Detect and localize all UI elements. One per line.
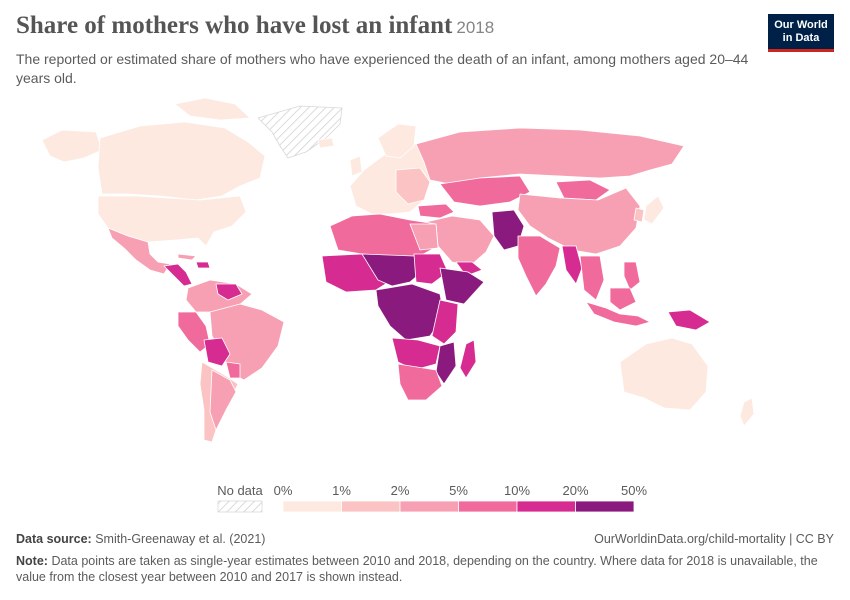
note-label: Note:	[16, 554, 48, 568]
legend-no-data-swatch	[217, 500, 263, 513]
color-legend: No data 0% 1% 2% 5% 10% 20% 50%	[217, 483, 647, 513]
chart-title: Share of mothers who have lost an infant…	[16, 10, 756, 44]
title-text: Share of mothers who have lost an infant	[16, 12, 453, 39]
legend-tick-6: 50%	[621, 483, 647, 498]
data-source: Data source: Smith-Greenaway et al. (202…	[16, 531, 265, 547]
chart-footer: Data source: Smith-Greenaway et al. (202…	[16, 531, 834, 585]
region-paraguay[interactable]	[225, 361, 241, 379]
owid-logo[interactable]: Our World in Data	[768, 14, 834, 52]
legend-tick-0: 0%	[274, 483, 293, 498]
region-borneo[interactable]	[609, 287, 637, 311]
region-greenland[interactable]	[257, 105, 343, 159]
region-egypt[interactable]	[409, 223, 439, 251]
region-venezuela[interactable]	[215, 283, 243, 301]
chart-note: Note: Data points are taken as single-ye…	[16, 553, 834, 585]
region-papua-new-guinea[interactable]	[667, 309, 711, 331]
chart-subtitle: The reported or estimated share of mothe…	[16, 51, 749, 86]
region-indochina[interactable]	[579, 255, 605, 301]
region-indonesia[interactable]	[585, 301, 651, 327]
region-cuba[interactable]	[177, 253, 197, 261]
logo-line-1: Our World	[774, 19, 828, 31]
legend-tick-3: 5%	[449, 483, 468, 498]
region-alaska[interactable]	[41, 129, 103, 163]
legend-bin-0[interactable]	[282, 500, 342, 513]
region-russia[interactable]	[415, 127, 685, 185]
region-iceland[interactable]	[317, 137, 335, 149]
region-central-america[interactable]	[163, 263, 193, 287]
region-eastern-europe[interactable]	[395, 167, 431, 205]
legend-bin-3[interactable]	[458, 500, 518, 513]
region-sudan[interactable]	[413, 253, 449, 285]
region-mongolia[interactable]	[555, 179, 611, 201]
region-arctic-islands[interactable]	[174, 97, 251, 121]
region-australia[interactable]	[619, 337, 709, 411]
region-middle-east[interactable]	[425, 215, 495, 267]
region-southern-africa[interactable]	[397, 363, 443, 401]
region-horn-of-africa[interactable]	[439, 267, 485, 305]
legend-bin-4[interactable]	[516, 500, 576, 513]
region-philippines[interactable]	[623, 261, 641, 291]
title-year: 2018	[456, 18, 495, 37]
region-canada[interactable]	[97, 121, 266, 201]
chart-header: Share of mothers who have lost an infant…	[16, 10, 756, 88]
region-haiti[interactable]	[195, 261, 211, 269]
region-uk[interactable]	[349, 155, 363, 177]
region-argentina[interactable]	[209, 369, 237, 431]
legend-tick-1: 1%	[332, 483, 351, 498]
region-angola-zambia[interactable]	[391, 337, 441, 371]
region-peru[interactable]	[177, 311, 211, 353]
region-mozambique[interactable]	[435, 341, 457, 385]
region-madagascar[interactable]	[459, 339, 477, 379]
region-japan[interactable]	[643, 195, 665, 225]
legend-tick-4: 10%	[504, 483, 530, 498]
region-korea[interactable]	[633, 207, 645, 223]
note-text: Data points are taken as single-year est…	[16, 554, 818, 584]
legend-tick-5: 20%	[562, 483, 588, 498]
region-myanmar[interactable]	[561, 245, 583, 285]
region-new-zealand[interactable]	[739, 397, 755, 427]
source-label: Data source:	[16, 532, 92, 546]
legend-bin-1[interactable]	[341, 500, 401, 513]
region-east-africa[interactable]	[431, 299, 459, 345]
legend-bin-5[interactable]	[575, 500, 635, 513]
region-turkey[interactable]	[417, 203, 455, 219]
legend-no-data-label: No data	[217, 483, 263, 498]
region-india[interactable]	[517, 235, 561, 297]
region-china[interactable]	[517, 187, 641, 255]
region-bolivia[interactable]	[203, 337, 231, 367]
source-url[interactable]: OurWorldinData.org/child-mortality | CC …	[594, 532, 834, 546]
logo-line-2: in Data	[782, 32, 820, 44]
source-text: Smith-Greenaway et al. (2021)	[95, 532, 266, 546]
world-map	[41, 97, 755, 443]
region-central-africa[interactable]	[375, 283, 445, 341]
legend-tick-2: 2%	[391, 483, 410, 498]
legend-bin-2[interactable]	[399, 500, 459, 513]
region-scandinavia[interactable]	[377, 123, 417, 159]
